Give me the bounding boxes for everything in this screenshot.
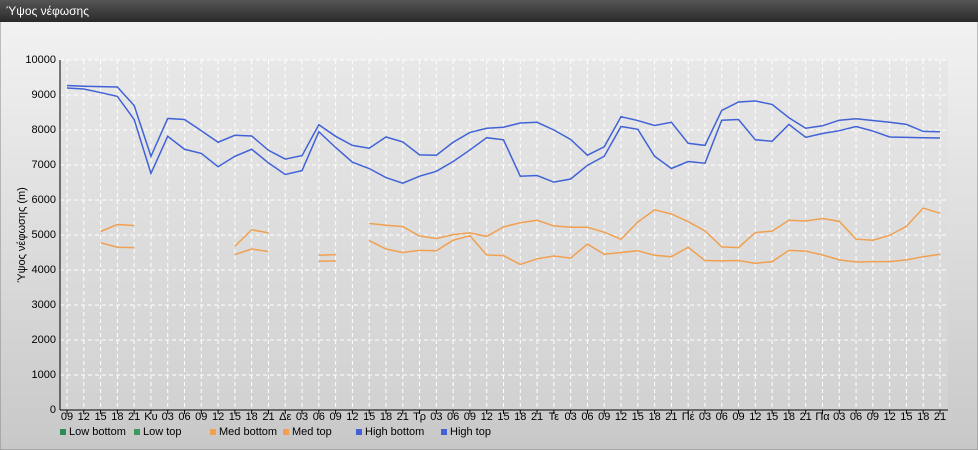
series-line: [66, 84, 941, 160]
x-tick-label: Πέ: [682, 411, 695, 423]
x-tick-label: 06: [850, 411, 862, 423]
x-tick-label: 15: [900, 411, 912, 423]
x-tick-label: 21: [665, 411, 677, 423]
legend-swatch: [441, 429, 447, 435]
x-tick-label: Τε: [549, 411, 560, 423]
legend-label: Low top: [143, 426, 182, 438]
x-tick-label: 06: [313, 411, 325, 423]
x-tick-label: 21: [262, 411, 274, 423]
y-tick-label: 4000: [32, 264, 56, 276]
x-tick-label: 15: [363, 411, 375, 423]
x-tick-label: 21: [800, 411, 812, 423]
x-tick-label: 21: [531, 411, 543, 423]
series-line: [66, 87, 941, 185]
x-tick-label: 09: [329, 411, 341, 423]
y-tick-label: 5000: [32, 229, 56, 241]
legend-label: Med bottom: [219, 426, 277, 438]
series-line: [234, 248, 269, 256]
x-tick-label: 06: [447, 411, 459, 423]
x-tick-label: 18: [917, 411, 929, 423]
x-tick-label: 06: [581, 411, 593, 423]
legend-swatch: [356, 429, 362, 435]
legend-swatch: [210, 429, 216, 435]
x-tick-label: 12: [78, 411, 90, 423]
y-tick-label: 0: [50, 404, 56, 416]
x-tick-label: 09: [598, 411, 610, 423]
x-tick-label: 03: [296, 411, 308, 423]
x-tick-label: 18: [648, 411, 660, 423]
x-tick-label: 06: [178, 411, 190, 423]
x-tick-label: Κυ: [144, 411, 157, 423]
x-tick-label: 06: [716, 411, 728, 423]
x-tick-label: 15: [229, 411, 241, 423]
x-tick-label: 09: [464, 411, 476, 423]
x-tick-label: 15: [632, 411, 644, 423]
x-tick-label: 03: [699, 411, 711, 423]
x-tick-label: 09: [867, 411, 879, 423]
x-tick-label: 21: [934, 411, 946, 423]
y-tick-label: 3000: [32, 299, 56, 311]
x-tick-label: 18: [111, 411, 123, 423]
x-tick-label: 09: [195, 411, 207, 423]
x-tick-label: 15: [766, 411, 778, 423]
x-tick-label: Δε: [279, 411, 291, 423]
series-line: [100, 223, 135, 233]
x-tick-label: 21: [397, 411, 409, 423]
series-line: [369, 207, 941, 249]
x-tick-label: 15: [94, 411, 106, 423]
x-tick-label: 12: [346, 411, 358, 423]
x-tick-label: 18: [380, 411, 392, 423]
y-tick-label: 2000: [32, 334, 56, 346]
legend-swatch: [60, 429, 66, 435]
x-tick-label: 12: [749, 411, 761, 423]
y-tick-label: 9000: [32, 89, 56, 101]
y-tick-label: 10000: [25, 54, 56, 66]
y-tick-label: 8000: [32, 124, 56, 136]
y-tick-label: 6000: [32, 194, 56, 206]
series-line: [234, 228, 269, 247]
x-tick-label: 18: [783, 411, 795, 423]
series-line: [100, 241, 135, 249]
title-bar: [0, 0, 978, 22]
x-tick-label: 12: [481, 411, 493, 423]
x-tick-label: 18: [246, 411, 258, 423]
chart-title: Ύψος νέφωσης: [6, 4, 89, 18]
x-tick-label: 12: [884, 411, 896, 423]
x-tick-label: 03: [430, 411, 442, 423]
series-line: [368, 234, 941, 266]
legend-label: Med top: [292, 426, 332, 438]
x-tick-label: 03: [833, 411, 845, 423]
x-tick-label: 18: [514, 411, 526, 423]
y-tick-label: 7000: [32, 159, 56, 171]
x-tick-label: 03: [565, 411, 577, 423]
x-tick-label: 09: [732, 411, 744, 423]
x-tick-label: 12: [212, 411, 224, 423]
legend-label: Low bottom: [69, 426, 126, 438]
x-tick-label: 21: [128, 411, 140, 423]
x-tick-label: 09: [61, 411, 73, 423]
x-tick-label: Πα: [815, 411, 830, 423]
x-tick-label: 03: [162, 411, 174, 423]
x-tick-label: 12: [615, 411, 627, 423]
x-tick-label: 15: [497, 411, 509, 423]
y-tick-label: 1000: [32, 369, 56, 381]
legend-swatch: [134, 429, 140, 435]
x-tick-label: Τρ: [413, 411, 426, 423]
y-axis-label: Ύψος νέφωσης (m): [16, 187, 28, 283]
legend-swatch: [283, 429, 289, 435]
series-line: [318, 253, 336, 257]
legend-label: High top: [450, 426, 491, 438]
legend-label: High bottom: [365, 426, 424, 438]
